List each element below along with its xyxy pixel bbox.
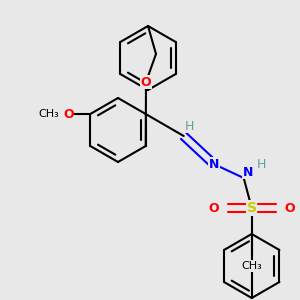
- Text: O: O: [141, 76, 151, 88]
- Text: O: O: [63, 107, 74, 121]
- Text: H: H: [185, 119, 194, 133]
- Text: CH₃: CH₃: [38, 109, 59, 119]
- Text: N: N: [208, 158, 219, 170]
- Text: H: H: [257, 158, 266, 170]
- Text: O: O: [208, 202, 219, 214]
- Text: S: S: [247, 201, 257, 215]
- Text: O: O: [284, 202, 295, 214]
- Text: CH₃: CH₃: [241, 261, 262, 271]
- Text: N: N: [242, 166, 253, 178]
